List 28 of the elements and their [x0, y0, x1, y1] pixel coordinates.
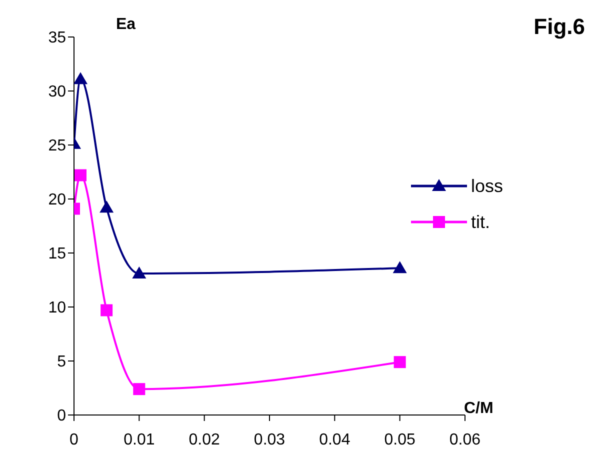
x-tick-label: 0.06 — [449, 431, 481, 448]
point — [392, 261, 407, 274]
x-tick-label: 0.02 — [188, 431, 220, 448]
legend-label: tit. — [470, 212, 490, 232]
y-tick-label: 25 — [48, 138, 66, 155]
x-tick-label: 0.04 — [319, 431, 350, 448]
y-tick-label: 5 — [57, 354, 66, 371]
point — [74, 72, 88, 84]
y-tick-label: 10 — [48, 300, 66, 317]
text: Fig.6 — [534, 14, 585, 40]
y-tick-label: 0 — [57, 408, 66, 425]
y-axis-title: Ea — [116, 16, 136, 34]
point — [394, 356, 406, 368]
x-tick-label: 0.03 — [254, 431, 286, 448]
y-tick-label: 20 — [48, 192, 66, 209]
y-tick-label: 35 — [48, 30, 66, 47]
legend-label: loss — [470, 176, 503, 196]
x-tick-label: 0.01 — [124, 431, 155, 448]
point — [133, 383, 146, 396]
y-tick-label: 30 — [48, 84, 66, 101]
point — [132, 266, 146, 279]
point — [74, 169, 87, 182]
x-tick-label: 0.05 — [384, 431, 416, 448]
point — [100, 304, 113, 316]
x-axis-title: C/M — [464, 400, 494, 418]
x-tick-label: 0 — [70, 431, 79, 448]
point — [100, 200, 114, 213]
y-tick-label: 15 — [48, 246, 66, 263]
